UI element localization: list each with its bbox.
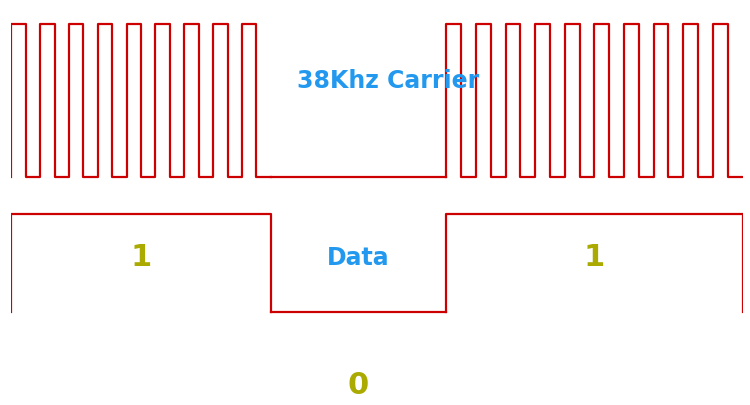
Text: 1: 1 bbox=[130, 243, 152, 272]
Text: 38Khz Carrier: 38Khz Carrier bbox=[297, 69, 479, 93]
Text: 1: 1 bbox=[584, 243, 605, 272]
Text: Data: Data bbox=[327, 245, 390, 269]
Text: 0: 0 bbox=[348, 370, 369, 399]
